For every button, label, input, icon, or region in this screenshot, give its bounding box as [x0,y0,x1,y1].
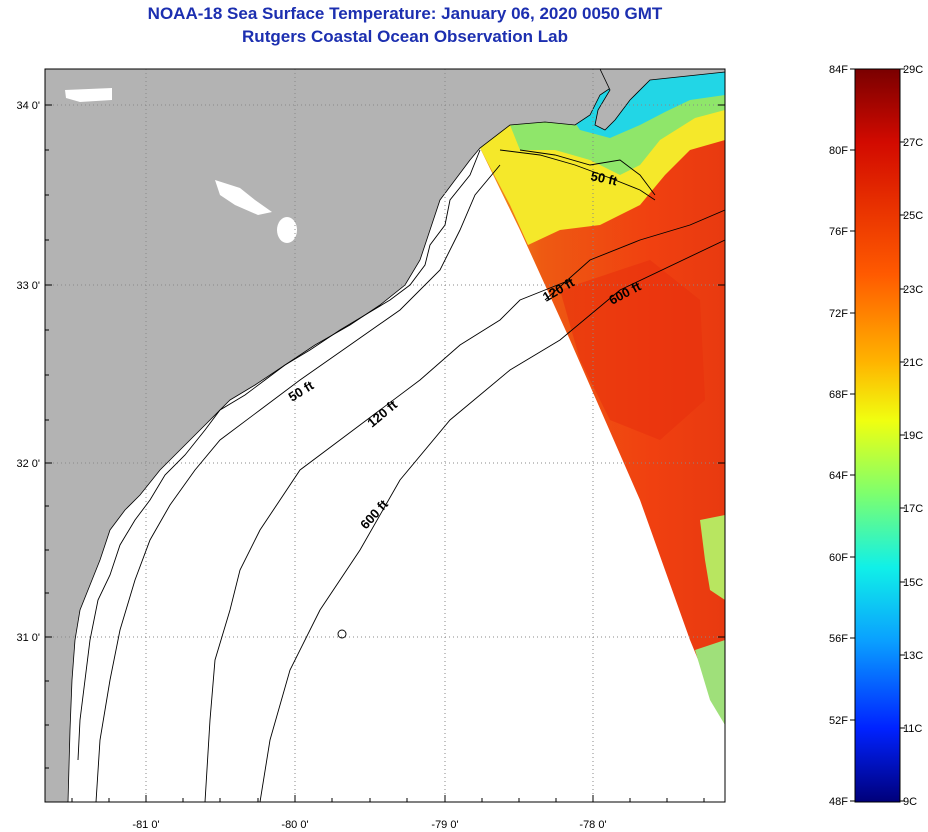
scale-c-21: 21C [903,357,923,369]
scale-f-60: 60F [829,552,848,564]
scale-f-56: 56F [829,633,848,645]
scale-f-72: 72F [829,308,848,320]
coastline-detail [77,149,656,761]
map-title: NOAA-18 Sea Surface Temperature: January… [147,4,663,23]
map-subtitle: Rutgers Coastal Ocean Observation Lab [242,27,568,46]
isobath-120ft-north [544,209,725,301]
scale-c-25: 25C [903,210,923,222]
scale-c-15: 15C [903,577,923,589]
seamount-contour [337,629,347,639]
lat-label-34: 34 0' [16,100,40,112]
lon-label-79: -79 0' [431,819,458,831]
lat-label-31: 31 0' [16,632,40,644]
sst-cool-patch-south [700,515,725,600]
sst-warm-core [560,260,705,440]
isobath-120ft [204,279,571,802]
scale-f-84: 84F [829,64,848,76]
lon-label-80: -80 0' [281,819,308,831]
colorbar [854,68,901,803]
land-mass [45,69,626,802]
scale-c-27: 27C [903,137,923,149]
scale-f-76: 76F [829,226,848,238]
lake [65,88,112,102]
lon-label-81: -81 0' [132,819,159,831]
isobath-50ft-north [499,149,656,201]
scale-f-52: 52F [829,715,848,727]
lon-label-78: -78 0' [579,819,606,831]
scale-f-64: 64F [829,470,848,482]
isobaths [95,149,725,802]
sst-cool-patch-tip [695,640,725,725]
frame-ticks [45,104,725,802]
scale-c-11: 11C [903,723,922,735]
lake [215,180,272,215]
lat-label-33: 33 0' [16,280,40,292]
contour-label-50ft-north: 50 ft [589,168,619,188]
colorbar-ticks [850,68,905,802]
scale-c-29: 29C [903,64,923,76]
isobath-600ft [259,239,725,802]
scale-c-17: 17C [903,503,923,515]
map-frame [44,68,726,803]
scale-f-68: 68F [829,389,848,401]
scale-f-48: 48F [829,796,848,808]
scale-f-80: 80F [829,145,848,157]
lake [277,217,297,243]
scale-c-9: 9C [903,796,917,808]
lat-label-32: 32 0' [16,458,40,470]
scale-c-13: 13C [903,650,923,662]
scale-c-19: 19C [903,430,923,442]
graticule [45,69,725,802]
land-cape [594,69,725,131]
scale-c-23: 23C [903,284,923,296]
isobath-50ft [95,164,501,802]
